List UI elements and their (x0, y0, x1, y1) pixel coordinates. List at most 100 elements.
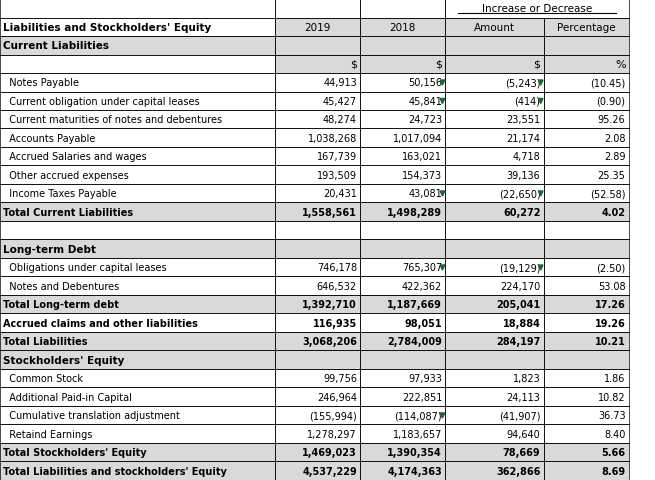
Bar (0, 406, 275, 425)
Bar (360, 295, 445, 314)
Bar (275, 111, 360, 129)
Bar (445, 258, 544, 277)
Bar (275, 148, 360, 166)
Bar (275, 443, 360, 462)
Bar (445, 462, 544, 480)
Text: Total Current Liabilities: Total Current Liabilities (3, 207, 134, 217)
Bar (275, 314, 360, 332)
Bar (544, 277, 629, 295)
Bar (445, 277, 544, 295)
Text: 50,156: 50,156 (408, 78, 442, 88)
Bar (544, 462, 629, 480)
Bar (360, 332, 445, 351)
Polygon shape (440, 413, 445, 418)
Text: Total Long-term debt: Total Long-term debt (3, 300, 119, 310)
Bar (0, 222, 275, 240)
Text: 24,113: 24,113 (506, 392, 540, 402)
Text: Accounts Payable: Accounts Payable (3, 133, 96, 144)
Bar (544, 369, 629, 388)
Bar (275, 92, 360, 111)
Bar (0, 37, 275, 55)
Polygon shape (440, 265, 445, 270)
Bar (275, 18, 360, 37)
Bar (360, 129, 445, 148)
Text: 95.26: 95.26 (598, 115, 626, 125)
Text: 1,469,023: 1,469,023 (302, 447, 357, 457)
Bar (360, 369, 445, 388)
Bar (445, 295, 544, 314)
Text: 60,272: 60,272 (503, 207, 540, 217)
Bar (275, 277, 360, 295)
Bar (0, 148, 275, 166)
Text: 2.89: 2.89 (604, 152, 626, 162)
Text: 3,068,206: 3,068,206 (302, 336, 357, 347)
Text: 1,278,297: 1,278,297 (307, 429, 357, 439)
Text: Accrued claims and other liabilities: Accrued claims and other liabilities (3, 318, 198, 328)
Bar (275, 295, 360, 314)
Bar (360, 406, 445, 425)
Bar (445, 55, 544, 74)
Text: Notes and Debentures: Notes and Debentures (3, 281, 119, 291)
Bar (544, 425, 629, 443)
Text: 10.21: 10.21 (595, 336, 626, 347)
Bar (360, 351, 445, 369)
Text: Common Stock: Common Stock (3, 373, 83, 384)
Bar (445, 18, 544, 37)
Text: 99,756: 99,756 (323, 373, 357, 384)
Text: (5,243): (5,243) (505, 78, 540, 88)
Text: Other accrued expenses: Other accrued expenses (3, 170, 129, 180)
Bar (0, 425, 275, 443)
Text: Cumulative translation adjustment: Cumulative translation adjustment (3, 410, 180, 420)
Text: 36.73: 36.73 (598, 410, 626, 420)
Text: $: $ (435, 60, 442, 70)
Text: (155,994): (155,994) (309, 410, 357, 420)
Text: 97,933: 97,933 (408, 373, 442, 384)
Text: (0.90): (0.90) (597, 96, 626, 107)
Text: 23,551: 23,551 (506, 115, 540, 125)
Bar (275, 240, 360, 258)
Bar (360, 55, 445, 74)
Text: 4,718: 4,718 (513, 152, 540, 162)
Text: 222,851: 222,851 (402, 392, 442, 402)
Bar (275, 222, 360, 240)
Text: 284,197: 284,197 (496, 336, 540, 347)
Bar (360, 443, 445, 462)
Text: 45,427: 45,427 (323, 96, 357, 107)
Bar (0, 443, 275, 462)
Text: 1,187,669: 1,187,669 (387, 300, 442, 310)
Text: 167,739: 167,739 (317, 152, 357, 162)
Text: 2018: 2018 (390, 23, 416, 33)
Text: 205,041: 205,041 (496, 300, 540, 310)
Bar (0, 55, 275, 74)
Text: 1,823: 1,823 (513, 373, 540, 384)
Text: 422,362: 422,362 (402, 281, 442, 291)
Polygon shape (440, 81, 445, 86)
Bar (360, 74, 445, 92)
Text: (41,907): (41,907) (499, 410, 540, 420)
Bar (544, 406, 629, 425)
Bar (360, 314, 445, 332)
Text: 746,178: 746,178 (317, 263, 357, 273)
Bar (445, 222, 544, 240)
Bar (544, 74, 629, 92)
Bar (445, 369, 544, 388)
Bar (275, 0, 360, 18)
Bar (360, 258, 445, 277)
Bar (544, 55, 629, 74)
Text: Long-term Debt: Long-term Debt (3, 244, 96, 254)
Bar (445, 148, 544, 166)
Text: 1,017,094: 1,017,094 (393, 133, 442, 144)
Bar (275, 425, 360, 443)
Text: 78,669: 78,669 (503, 447, 540, 457)
Text: Total Stockholders' Equity: Total Stockholders' Equity (3, 447, 147, 457)
Bar (0, 74, 275, 92)
Bar (544, 148, 629, 166)
Text: 21,174: 21,174 (506, 133, 540, 144)
Bar (445, 314, 544, 332)
Bar (275, 406, 360, 425)
Bar (0, 240, 275, 258)
Bar (275, 185, 360, 203)
Text: Notes Payable: Notes Payable (3, 78, 79, 88)
Bar (360, 222, 445, 240)
Bar (360, 0, 445, 18)
